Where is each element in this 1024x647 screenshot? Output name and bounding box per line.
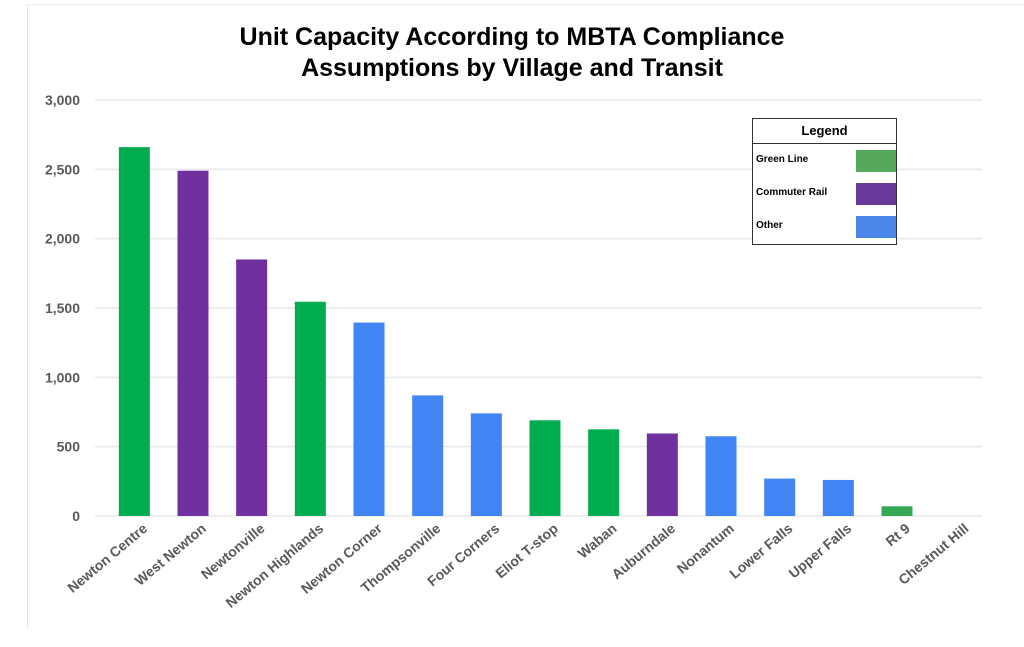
- bar-four-corners: [470, 413, 502, 516]
- y-tick-label: 1,000: [45, 369, 80, 385]
- bar-lower-falls: [764, 478, 796, 516]
- legend-label: Green Line: [756, 154, 809, 165]
- bar-eliot-t-stop: [529, 420, 561, 516]
- legend-label: Commuter Rail: [756, 187, 828, 198]
- legend-label: Other: [756, 220, 783, 231]
- bar-newtonville: [236, 259, 268, 516]
- legend-item-commuter-rail: Commuter Rail: [753, 177, 896, 210]
- bar-rt-9: [881, 506, 913, 516]
- bar-newton-centre: [118, 147, 150, 516]
- legend-swatch: [856, 216, 896, 238]
- y-tick-label: 500: [57, 439, 81, 455]
- chart-title: Unit Capacity According to MBTA Complian…: [0, 22, 1024, 84]
- bar-newton-highlands: [294, 301, 326, 516]
- legend: Legend Green Line Commuter Rail Other: [752, 118, 897, 245]
- legend-swatch: [856, 183, 896, 205]
- legend-item-green-line: Green Line: [753, 144, 896, 177]
- clipped-top-strip: [0, 0, 1024, 4]
- x-tick-label: Auburndale: [608, 520, 678, 582]
- bar-newton-corner: [353, 322, 385, 516]
- y-tick-label: 1,500: [45, 300, 80, 316]
- x-tick-label: Eliot T-stop: [492, 520, 561, 581]
- y-axis-ticks: 0 500 1,000 1,500 2,000 2,500 3,000: [45, 92, 80, 524]
- x-tick-label: Rt 9: [882, 520, 913, 549]
- bar-waban: [588, 429, 620, 516]
- x-tick-label: Newton Highlands: [222, 520, 326, 611]
- bar-nonantum: [705, 436, 737, 516]
- bar-thompsonville: [412, 395, 444, 516]
- y-tick-label: 2,000: [45, 231, 80, 247]
- legend-title: Legend: [753, 119, 896, 144]
- y-tick-label: 3,000: [45, 92, 80, 108]
- x-tick-label: Upper Falls: [786, 520, 855, 581]
- bars: [118, 147, 913, 516]
- bar-west-newton: [177, 170, 209, 516]
- x-tick-label: Waban: [575, 520, 620, 561]
- chart-title-line-1: Unit Capacity According to MBTA Complian…: [239, 23, 785, 51]
- bar-upper-falls: [822, 479, 854, 516]
- chart-title-line-2: Assumptions by Village and Transit: [301, 54, 723, 82]
- x-tick-label: Lower Falls: [726, 520, 795, 582]
- legend-swatch: [856, 150, 896, 172]
- y-tick-label: 2,500: [45, 161, 80, 177]
- bar-auburndale: [646, 433, 678, 516]
- y-tick-label: 0: [72, 508, 80, 524]
- legend-item-other: Other: [753, 210, 896, 243]
